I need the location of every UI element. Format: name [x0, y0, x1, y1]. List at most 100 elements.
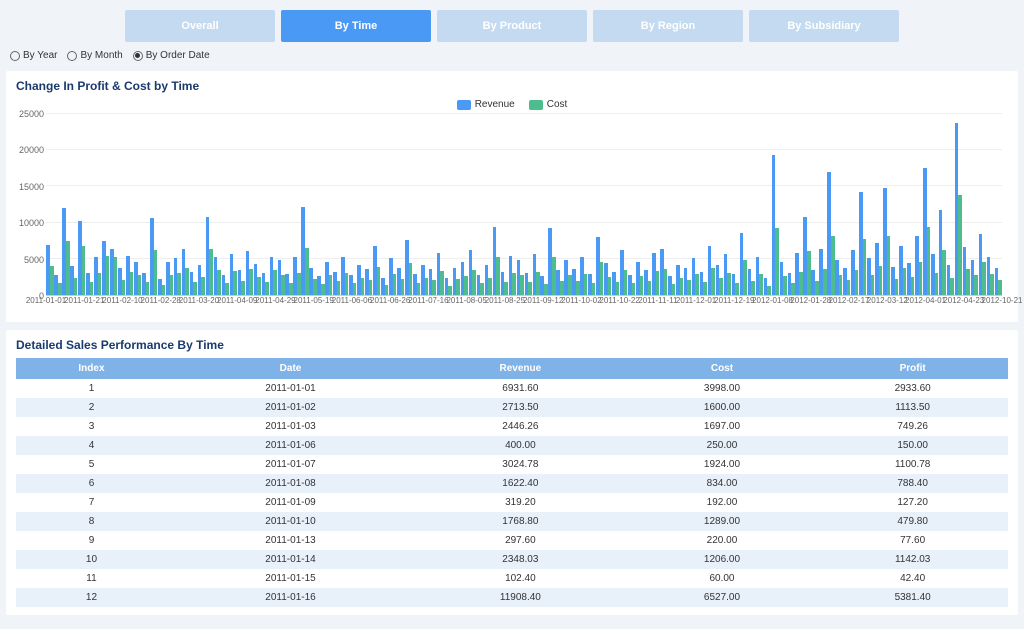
y-tick: 25000 [19, 109, 44, 119]
table-cell: 1113.50 [817, 398, 1008, 417]
table-row[interactable]: 82011-01-101768.801289.00479.80 [16, 512, 1008, 531]
table-row[interactable]: 92011-01-13297.60220.0077.60 [16, 531, 1008, 550]
table-cell: 42.40 [817, 569, 1008, 588]
x-tick: 2012-04-23 [943, 296, 984, 305]
tab-overall[interactable]: Overall [125, 10, 275, 42]
table-cell: 2011-01-01 [167, 379, 414, 398]
table-cell: 2446.26 [414, 417, 627, 436]
table-cell: 8 [16, 512, 167, 531]
bar-group [373, 114, 381, 295]
legend-item-revenue[interactable]: Revenue [457, 99, 515, 110]
bar-group [540, 114, 548, 295]
col-cost[interactable]: Cost [627, 358, 818, 379]
legend-item-cost[interactable]: Cost [529, 99, 568, 110]
table-row[interactable]: 22011-01-022713.501600.001113.50 [16, 398, 1008, 417]
legend-swatch-icon [529, 100, 543, 110]
table-header-row: IndexDateRevenueCostProfit [16, 358, 1008, 379]
y-tick: 10000 [19, 218, 44, 228]
bar-group [946, 114, 954, 295]
bar-group [62, 114, 70, 295]
bar-group [532, 114, 540, 295]
table-row[interactable]: 52011-01-073024.781924.001100.78 [16, 455, 1008, 474]
sales-table: IndexDateRevenueCostProfit 12011-01-0169… [16, 358, 1008, 607]
bar-group [819, 114, 827, 295]
col-date[interactable]: Date [167, 358, 414, 379]
radio-by-month[interactable]: By Month [67, 50, 122, 61]
x-tick: 2011-08-25 [485, 296, 525, 305]
bar-group [556, 114, 564, 295]
table-cell: 150.00 [817, 436, 1008, 455]
x-tick: 2011-11-11 [638, 296, 677, 305]
table-cell: 192.00 [627, 493, 818, 512]
x-axis: 2011-01-012011-01-212011-02-102011-02-28… [46, 296, 1002, 314]
bar-group [78, 114, 86, 295]
table-row[interactable]: 62011-01-081622.40834.00788.40 [16, 474, 1008, 493]
bar-group [181, 114, 189, 295]
table-row[interactable]: 12011-01-016931.603998.002933.60 [16, 379, 1008, 398]
legend-label: Cost [547, 99, 568, 110]
table-cell: 77.60 [817, 531, 1008, 550]
table-cell: 2348.03 [414, 550, 627, 569]
bar-group [915, 114, 923, 295]
table-cell: 297.60 [414, 531, 627, 550]
bar-group [588, 114, 596, 295]
bar-group [86, 114, 94, 295]
table-cell: 6931.60 [414, 379, 627, 398]
x-tick: 2011-10-02 [561, 296, 601, 305]
table-row[interactable]: 112011-01-15102.4060.0042.40 [16, 569, 1008, 588]
chart-title: Change In Profit & Cost by Time [16, 79, 1008, 93]
tab-by-subsidiary[interactable]: By Subsidiary [749, 10, 899, 42]
tab-by-time[interactable]: By Time [281, 10, 431, 42]
bar-group [365, 114, 373, 295]
bar-group [755, 114, 763, 295]
y-tick: 20000 [19, 145, 44, 155]
bar-group [628, 114, 636, 295]
radio-by-order-date[interactable]: By Order Date [133, 50, 210, 61]
table-cell: 319.20 [414, 493, 627, 512]
bar-group [94, 114, 102, 295]
bar-group [54, 114, 62, 295]
table-cell: 3024.78 [414, 455, 627, 474]
table-cell: 2933.60 [817, 379, 1008, 398]
bar-group [620, 114, 628, 295]
col-profit[interactable]: Profit [817, 358, 1008, 379]
table-row[interactable]: 102011-01-142348.031206.001142.03 [16, 550, 1008, 569]
radio-by-year[interactable]: By Year [10, 50, 57, 61]
bar-group [476, 114, 484, 295]
table-cell: 749.26 [817, 417, 1008, 436]
bar-group [691, 114, 699, 295]
bar-group [381, 114, 389, 295]
tab-by-product[interactable]: By Product [437, 10, 587, 42]
table-row[interactable]: 32011-01-032446.261697.00749.26 [16, 417, 1008, 436]
table-cell: 6527.00 [627, 588, 818, 607]
bar-group [492, 114, 500, 295]
x-tick: 2011-02-10 [102, 296, 142, 305]
table-cell: 2011-01-07 [167, 455, 414, 474]
bar-group [962, 114, 970, 295]
cost-bar[interactable] [998, 280, 1002, 295]
bar-group [229, 114, 237, 295]
bar-group [787, 114, 795, 295]
table-row[interactable]: 122011-01-1611908.406527.005381.40 [16, 588, 1008, 607]
table-cell: 2011-01-13 [167, 531, 414, 550]
table-row[interactable]: 42011-01-06400.00250.00150.00 [16, 436, 1008, 455]
bar-group [883, 114, 891, 295]
bar-group [436, 114, 444, 295]
tab-by-region[interactable]: By Region [593, 10, 743, 42]
bar-group [253, 114, 261, 295]
col-revenue[interactable]: Revenue [414, 358, 627, 379]
bar-group [954, 114, 962, 295]
table-cell: 1206.00 [627, 550, 818, 569]
table-cell: 2713.50 [414, 398, 627, 417]
bar-group [500, 114, 508, 295]
legend-swatch-icon [457, 100, 471, 110]
bar-group [70, 114, 78, 295]
chart-panel: Change In Profit & Cost by Time Revenue C… [6, 71, 1018, 322]
bar-group [118, 114, 126, 295]
bar-group [572, 114, 580, 295]
bar-group [644, 114, 652, 295]
table-row[interactable]: 72011-01-09319.20192.00127.20 [16, 493, 1008, 512]
bar-group [126, 114, 134, 295]
col-index[interactable]: Index [16, 358, 167, 379]
bar-group [142, 114, 150, 295]
